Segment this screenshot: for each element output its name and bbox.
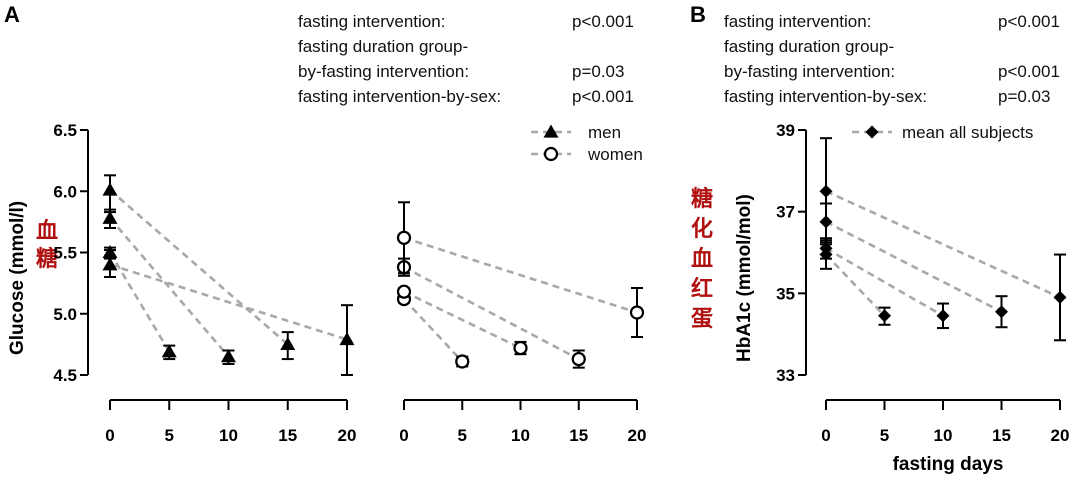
y-tick-label: 5.5: [53, 244, 77, 263]
data-point: [102, 182, 118, 196]
legend-marker: [543, 146, 559, 162]
x-tick-label: 15: [278, 426, 297, 445]
data-point: [280, 336, 296, 350]
series-line: [403, 236, 638, 314]
series-line: [108, 251, 171, 353]
x-tick-label: 20: [338, 426, 357, 445]
stat-value: p<0.001: [572, 87, 634, 106]
series-line: [109, 189, 289, 346]
data-point: [995, 305, 1008, 319]
panel-b-stats: fasting intervention: p<0.001 fasting du…: [724, 12, 1060, 106]
chinese-char: 血: [691, 246, 713, 272]
legend-panel-a: men women: [531, 123, 643, 164]
x-tick-label: 20: [628, 426, 647, 445]
data-point: [339, 331, 355, 346]
data-point: [102, 210, 118, 224]
y-axis-title-hba1c: HbA1c (mmol/mol): [734, 194, 755, 362]
stat-value: p=0.03: [998, 87, 1050, 106]
stat-label: fasting intervention-by-sex:: [298, 87, 501, 106]
panel-a-stats: fasting intervention: p<0.001 fasting du…: [298, 12, 634, 106]
x-tick-label: 10: [934, 426, 953, 445]
data-point: [102, 257, 118, 271]
legend-panel-b: mean all subjects: [852, 123, 1033, 142]
data-point: [629, 305, 645, 320]
legend-label: women: [587, 145, 643, 164]
legend-marker: [865, 125, 879, 139]
x-tick-label: 15: [569, 426, 588, 445]
y-tick-label: 39: [776, 121, 795, 140]
data-point: [513, 340, 528, 356]
series-line: [403, 266, 580, 361]
chinese-char: 血: [36, 218, 58, 244]
series-line: [825, 190, 1061, 299]
series-line: [403, 298, 464, 363]
x-tick-label: 10: [219, 426, 238, 445]
x-tick-label: 5: [165, 426, 174, 445]
y-axis-title-glucose: Glucose (mmol/l): [7, 201, 28, 355]
x-tick-label: 5: [880, 426, 889, 445]
chinese-label-glucose: 血糖: [36, 218, 58, 272]
y-tick-label: 37: [776, 203, 795, 222]
subplot-0: 4.5 5.0 5.5 6.0 6.5 0 5 10 15 20: [53, 121, 356, 445]
data-point: [455, 354, 470, 369]
y-tick-label: 4.5: [53, 366, 77, 385]
chinese-char: 糖: [691, 186, 713, 212]
chinese-char: 红: [691, 276, 713, 302]
x-axis-title: fasting days: [893, 454, 1004, 475]
subplot-1: 0 5 10 15 20: [396, 201, 647, 445]
y-tick-label: 6.5: [53, 121, 77, 140]
data-point: [878, 309, 891, 323]
stat-label: fasting intervention:: [724, 12, 871, 31]
y-tick-label: 5.0: [53, 305, 77, 324]
series-line: [825, 253, 886, 317]
data-point: [819, 184, 833, 198]
stat-label: fasting duration group-: [724, 37, 894, 56]
legend-label: mean all subjects: [902, 123, 1033, 142]
y-tick-label: 6.0: [53, 182, 77, 201]
plot-area: 4.5 5.0 5.5 6.0 6.5 0 5 10 15 20 0 5 10 15 20 33 35 37 39 0…: [53, 121, 1069, 445]
stat-value: p<0.001: [572, 12, 634, 31]
stat-label: fasting intervention:: [298, 12, 445, 31]
chinese-char: 糖: [36, 246, 58, 272]
data-point: [1053, 290, 1067, 304]
series-line: [403, 290, 522, 350]
data-point: [161, 344, 177, 358]
x-tick-label: 0: [821, 426, 830, 445]
x-tick-label: 15: [992, 426, 1011, 445]
panel-letter-b: B: [690, 2, 706, 27]
data-point: [571, 351, 586, 367]
legend-marker: [543, 124, 559, 138]
chinese-char: 化: [691, 216, 713, 242]
series-line: [825, 247, 944, 317]
series-line: [109, 217, 230, 358]
x-tick-label: 0: [105, 426, 114, 445]
data-point: [936, 309, 950, 323]
stat-value: p<0.001: [998, 62, 1060, 81]
stat-value: p=0.03: [572, 62, 624, 81]
y-tick-label: 35: [776, 284, 795, 303]
subplot-2: 33 35 37 39 0 5 10 15 20: [776, 121, 1069, 445]
data-point: [221, 349, 236, 363]
data-point: [396, 230, 412, 245]
stat-label: fasting intervention-by-sex:: [724, 87, 927, 106]
x-tick-label: 20: [1051, 426, 1070, 445]
series-line: [109, 263, 348, 341]
x-tick-label: 10: [511, 426, 530, 445]
stat-label: by-fasting intervention:: [298, 62, 469, 81]
stat-label: fasting duration group-: [298, 37, 468, 56]
stat-label: by-fasting intervention:: [724, 62, 895, 81]
panel-letter-a: A: [4, 2, 20, 27]
legend-label: men: [588, 123, 621, 142]
x-tick-label: 0: [399, 426, 408, 445]
data-point: [396, 284, 412, 299]
stat-value: p<0.001: [998, 12, 1060, 31]
series-line: [825, 220, 1003, 313]
x-tick-label: 5: [458, 426, 467, 445]
y-tick-label: 33: [776, 366, 795, 385]
chinese-char: 蛋: [691, 307, 713, 332]
